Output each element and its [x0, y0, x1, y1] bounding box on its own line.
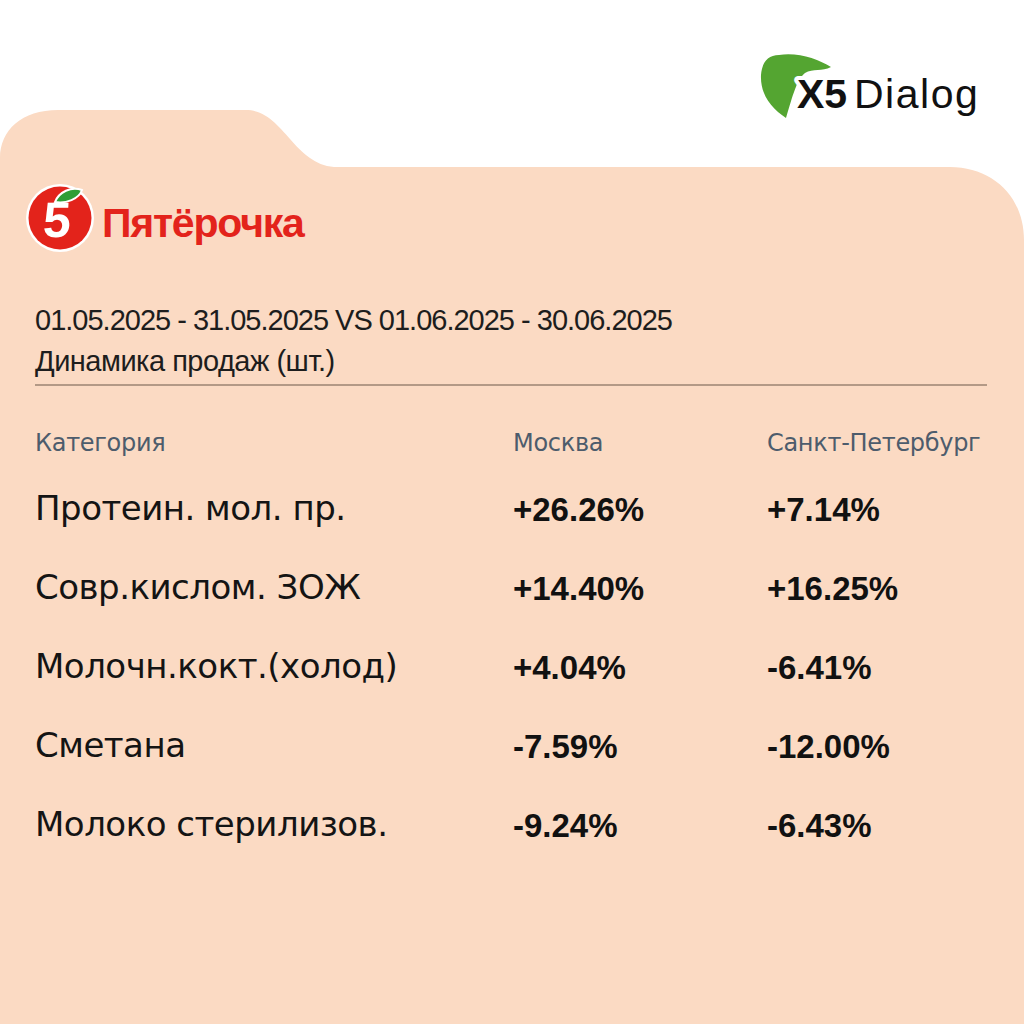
pyaterochka-logo: 5 Пятёрочка [23, 181, 304, 255]
row-spb-value: +16.25% [767, 570, 898, 608]
row-category: Протеин. мол. пр. [35, 488, 346, 528]
row-category: Совр.кислом. ЗОЖ [35, 567, 360, 607]
row-moscow-value: +4.04% [513, 649, 626, 687]
row-moscow-value: -7.59% [513, 728, 618, 766]
row-moscow-value: -9.24% [513, 807, 618, 845]
period-comparison-text: 01.05.2025 - 31.05.2025 VS 01.06.2025 - … [35, 304, 672, 337]
subtitle-text: Динамика продаж (шт.) [35, 345, 335, 378]
row-moscow-value: +26.26% [513, 491, 644, 529]
dialog-logo-text: Dialog [854, 71, 979, 117]
pyaterochka-name-text: Пятёрочка [102, 200, 304, 247]
row-spb-value: -6.41% [767, 649, 872, 687]
divider-line [35, 384, 987, 386]
header-category: Категория [35, 429, 165, 457]
row-moscow-value: +14.40% [513, 570, 644, 608]
header-spb: Санкт-Петербург [767, 429, 980, 457]
row-category: Молоко стерилизов. [35, 804, 387, 844]
x5-logo-text: X5 [797, 71, 847, 117]
header-moscow: Москва [513, 429, 603, 457]
pyaterochka-apple-icon: 5 [23, 181, 97, 255]
row-category: Сметана [35, 725, 186, 765]
row-spb-value: -6.43% [767, 807, 872, 845]
row-category: Молочн.кокт.(холод) [35, 646, 397, 686]
row-spb-value: -12.00% [767, 728, 890, 766]
x5-dialog-logo: X5 Dialog [750, 45, 1000, 125]
row-spb-value: +7.14% [767, 491, 880, 529]
